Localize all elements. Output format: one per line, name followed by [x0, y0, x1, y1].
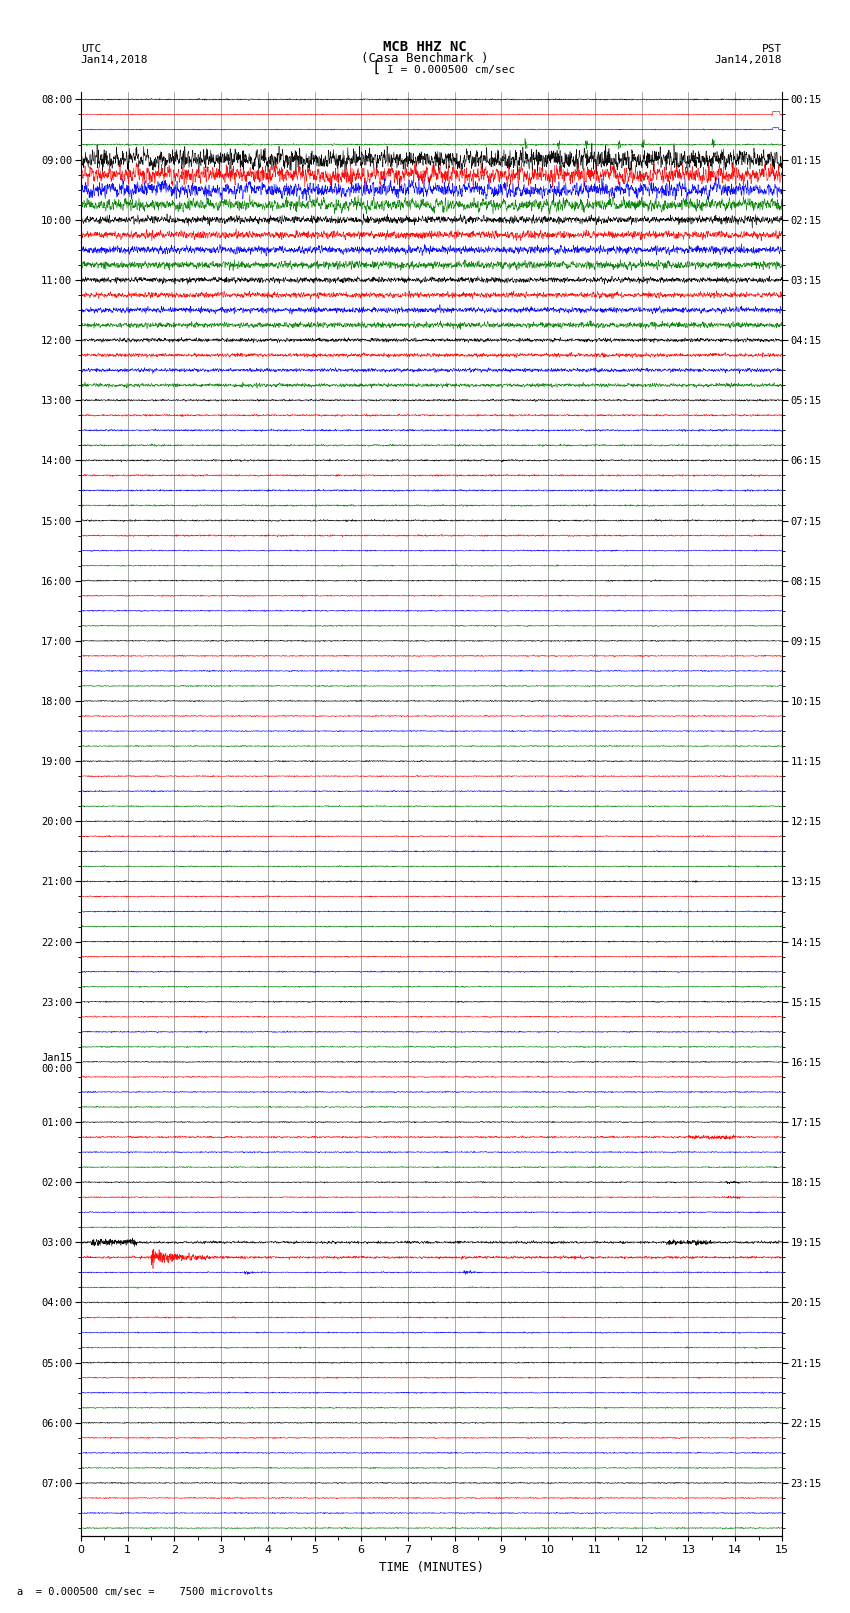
X-axis label: TIME (MINUTES): TIME (MINUTES) — [379, 1561, 484, 1574]
Text: MCB HHZ NC: MCB HHZ NC — [383, 40, 467, 53]
Text: a  = 0.000500 cm/sec =    7500 microvolts: a = 0.000500 cm/sec = 7500 microvolts — [17, 1587, 273, 1597]
Text: [: [ — [371, 60, 381, 76]
Text: Jan14,2018: Jan14,2018 — [81, 55, 148, 65]
Text: UTC: UTC — [81, 44, 101, 53]
Text: PST: PST — [762, 44, 782, 53]
Text: I = 0.000500 cm/sec: I = 0.000500 cm/sec — [387, 65, 515, 76]
Text: (Casa Benchmark ): (Casa Benchmark ) — [361, 52, 489, 65]
Text: Jan14,2018: Jan14,2018 — [715, 55, 782, 65]
